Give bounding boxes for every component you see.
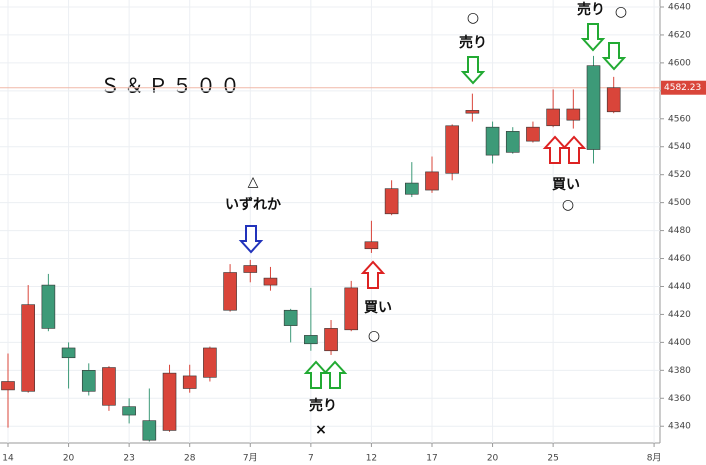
- candle-body: [142, 420, 157, 441]
- arrow: [238, 225, 264, 254]
- candle-body: [223, 272, 237, 311]
- candle-body: [606, 87, 621, 113]
- annotation: 売り: [577, 1, 605, 18]
- arrow: [580, 23, 606, 52]
- candle-body: [102, 367, 116, 406]
- y-tick-label: 4360: [668, 394, 691, 404]
- annotation: 買い: [552, 177, 580, 193]
- arrow: [360, 260, 386, 289]
- price-label: 4582.23: [664, 83, 701, 93]
- candle-body: [263, 277, 278, 286]
- candle-body: [344, 287, 359, 331]
- y-tick-label: 4340: [668, 422, 691, 432]
- candle-body: [61, 347, 76, 359]
- candle-body: [41, 284, 56, 329]
- candle-body: [304, 335, 318, 345]
- arrow: [322, 360, 348, 389]
- candle-body: [122, 406, 136, 416]
- x-tick-label: 23: [123, 454, 134, 464]
- annotation: ○: [562, 197, 574, 213]
- candle-body: [465, 110, 480, 114]
- x-tick-label: 20: [63, 454, 75, 464]
- x-tick-label: 25: [547, 454, 558, 464]
- y-tick-label: 4620: [668, 30, 691, 40]
- annotation: 売り: [309, 397, 337, 414]
- y-tick-label: 4520: [668, 170, 691, 180]
- y-tick-label: 4460: [668, 254, 691, 264]
- y-tick-label: 4480: [668, 226, 691, 236]
- annotation: △: [248, 174, 259, 190]
- candle-body: [203, 347, 217, 378]
- arrow: [601, 42, 627, 71]
- price-label-box: [661, 80, 706, 95]
- annotation: いずれか: [225, 196, 281, 213]
- annotation: 売り: [459, 34, 487, 51]
- candle-body: [505, 131, 520, 153]
- annotation: ×: [315, 422, 327, 438]
- y-tick-label: 4600: [668, 58, 691, 68]
- arrow: [460, 56, 486, 85]
- arrow: [303, 360, 329, 389]
- y-tick-label: 4400: [668, 338, 691, 348]
- candle-body: [324, 328, 338, 352]
- arrow: [561, 135, 587, 164]
- y-tick-label: 4560: [668, 114, 691, 124]
- x-tick-label: 7: [308, 454, 314, 464]
- annotation: ○: [467, 10, 479, 26]
- annotation: ○: [368, 328, 380, 344]
- candle-body: [243, 265, 258, 273]
- x-tick-label: 8月: [647, 453, 662, 464]
- candle-body: [1, 381, 15, 391]
- candle-body: [81, 370, 96, 392]
- candle-body: [485, 126, 500, 156]
- candle-body: [566, 108, 581, 121]
- x-tick-label: 20: [487, 454, 499, 464]
- x-tick-label: 12: [366, 454, 377, 464]
- y-tick-label: 4440: [668, 282, 691, 292]
- candle-body: [384, 188, 399, 215]
- arrow: [542, 135, 568, 164]
- x-tick-label: 28: [184, 454, 196, 464]
- candle-body: [586, 65, 601, 150]
- annotation: 買い: [364, 300, 392, 316]
- candle-body: [182, 375, 197, 389]
- y-tick-label: 4420: [668, 310, 691, 320]
- candle-body: [283, 309, 298, 326]
- candle-body: [445, 125, 459, 174]
- x-tick-label: 17: [426, 454, 437, 464]
- candle-body: [21, 304, 35, 392]
- y-tick-label: 4640: [668, 2, 691, 12]
- y-tick-label: 4500: [668, 198, 691, 208]
- candle-body: [425, 171, 439, 191]
- y-tick-label: 4540: [668, 142, 691, 152]
- candle-body: [546, 108, 560, 127]
- x-tick-label: 14: [2, 454, 14, 464]
- annotation: ○: [615, 4, 627, 20]
- candle-body: [526, 126, 540, 142]
- chart-title: Ｓ＆Ｐ５００: [100, 74, 244, 98]
- candle-body: [404, 182, 419, 195]
- candle-body: [162, 372, 177, 431]
- y-tick-label: 4380: [668, 366, 691, 376]
- x-tick-label: 7月: [243, 453, 258, 464]
- candle-body: [364, 241, 379, 250]
